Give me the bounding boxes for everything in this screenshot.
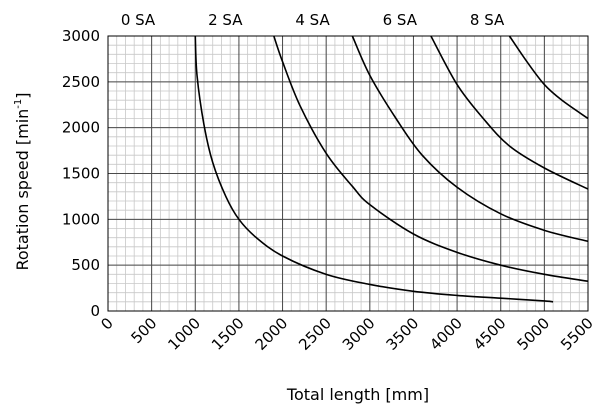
y-tick-label: 500 <box>71 256 100 274</box>
series-line-2 <box>351 35 589 243</box>
top-label: 8 SA <box>470 11 505 29</box>
x-tick-label: 0 <box>97 314 116 333</box>
x-tick-label: 4000 <box>426 314 466 354</box>
x-tick-label: 1500 <box>208 314 248 354</box>
y-tick-label: 0 <box>90 302 100 320</box>
x-tick-label: 2000 <box>252 314 292 354</box>
x-axis-title: Total length [mm] <box>286 385 429 404</box>
x-tick-label: 2500 <box>295 314 335 354</box>
y-tick-labels: 0 500 1000 1500 2000 2500 3000 <box>62 27 100 320</box>
y-tick-label: 2000 <box>62 119 100 137</box>
y-tick-label: 1500 <box>62 165 100 183</box>
top-labels: 0 SA 2 SA 4 SA 6 SA 8 SA <box>121 11 505 29</box>
x-tick-label: 500 <box>127 314 160 347</box>
top-label: 2 SA <box>208 11 243 29</box>
series-line-1 <box>273 35 589 283</box>
x-tick-label: 3500 <box>383 314 423 354</box>
x-tick-label: 1000 <box>164 314 204 354</box>
y-axis-title-main: Rotation speed [min <box>13 109 32 271</box>
x-tick-label: 3000 <box>339 314 379 354</box>
top-label: 4 SA <box>295 11 330 29</box>
y-tick-label: 1000 <box>62 210 100 228</box>
x-tick-label: 4500 <box>470 314 510 354</box>
y-tick-label: 2500 <box>62 73 100 91</box>
top-label: 0 SA <box>121 11 156 29</box>
y-tick-label: 3000 <box>62 27 100 45</box>
y-axis-title-sup: -1 <box>13 99 24 109</box>
series-line-3 <box>430 35 589 190</box>
series-line-0 <box>194 35 554 303</box>
x-tick-labels: 0 500 1000 1500 2000 2500 3000 3500 4000 4500 5000… <box>97 314 596 354</box>
y-axis-title: Rotation speed [min-1] <box>13 92 32 270</box>
series-layer <box>194 35 589 303</box>
grid-major <box>107 35 589 312</box>
plot-frame <box>107 35 589 312</box>
y-axis-title-end: ] <box>13 92 32 98</box>
top-label: 6 SA <box>383 11 418 29</box>
x-tick-label: 5000 <box>513 314 553 354</box>
series-line-4 <box>508 35 589 120</box>
x-tick-label: 5500 <box>557 314 597 354</box>
